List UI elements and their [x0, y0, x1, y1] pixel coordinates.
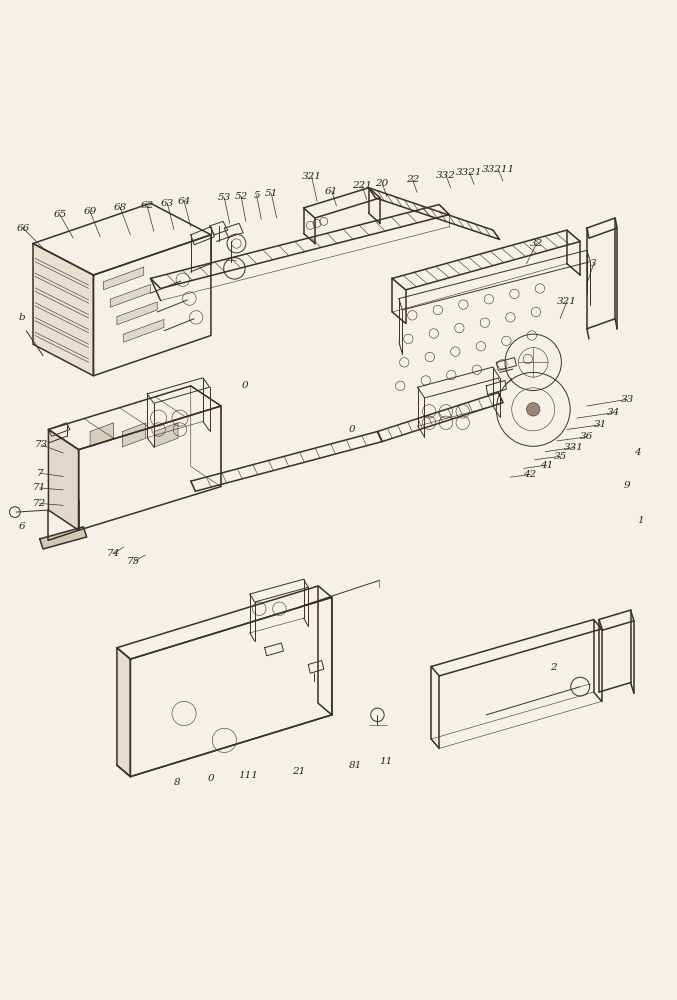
Text: 3: 3 — [590, 259, 597, 268]
Polygon shape — [93, 235, 211, 376]
Text: 65: 65 — [53, 210, 66, 219]
Text: 32: 32 — [530, 239, 543, 248]
Text: 20: 20 — [376, 179, 389, 188]
Polygon shape — [599, 610, 634, 630]
Polygon shape — [250, 579, 308, 602]
Text: 21: 21 — [292, 767, 305, 776]
Text: 2: 2 — [550, 663, 556, 672]
Polygon shape — [117, 586, 332, 659]
Polygon shape — [79, 406, 221, 530]
Text: 5: 5 — [253, 191, 260, 200]
Text: 62: 62 — [141, 201, 154, 210]
Text: 331: 331 — [563, 443, 584, 452]
Text: 73: 73 — [35, 440, 48, 449]
Text: 34: 34 — [607, 408, 620, 417]
Text: 0: 0 — [349, 425, 355, 434]
Text: 35: 35 — [554, 452, 567, 461]
Text: 221: 221 — [352, 181, 372, 190]
Polygon shape — [399, 250, 590, 310]
Text: 0: 0 — [208, 774, 214, 783]
Text: 51: 51 — [265, 189, 278, 198]
Polygon shape — [210, 221, 227, 235]
Polygon shape — [49, 386, 221, 450]
Text: 111: 111 — [238, 771, 258, 780]
Polygon shape — [191, 386, 221, 487]
Polygon shape — [49, 429, 79, 530]
Text: 71: 71 — [33, 483, 46, 492]
Text: 42: 42 — [523, 470, 536, 479]
Polygon shape — [131, 597, 332, 777]
Text: 321: 321 — [557, 297, 577, 306]
Text: 8: 8 — [174, 778, 181, 787]
Polygon shape — [117, 302, 157, 325]
Text: 63: 63 — [160, 199, 174, 208]
Text: 53: 53 — [218, 193, 231, 202]
Text: b: b — [18, 313, 25, 322]
Polygon shape — [431, 620, 602, 676]
Polygon shape — [418, 367, 500, 398]
Text: 31: 31 — [594, 420, 607, 429]
Text: 22: 22 — [406, 175, 419, 184]
Polygon shape — [117, 648, 131, 777]
Text: 36: 36 — [580, 432, 594, 441]
Polygon shape — [486, 380, 506, 395]
Polygon shape — [303, 188, 380, 218]
Polygon shape — [110, 284, 150, 307]
Polygon shape — [392, 230, 580, 290]
Polygon shape — [33, 244, 93, 376]
Polygon shape — [369, 188, 500, 239]
Text: 72: 72 — [33, 499, 46, 508]
Text: 41: 41 — [540, 461, 553, 470]
Polygon shape — [496, 358, 517, 370]
Text: 75: 75 — [127, 557, 140, 566]
Text: 3321: 3321 — [456, 168, 483, 177]
Text: 66: 66 — [16, 224, 30, 233]
Text: 74: 74 — [107, 549, 121, 558]
Text: 1: 1 — [637, 516, 644, 525]
Text: 61: 61 — [325, 187, 338, 196]
Text: 11: 11 — [379, 757, 392, 766]
Polygon shape — [104, 267, 144, 290]
Polygon shape — [40, 527, 87, 549]
Polygon shape — [265, 643, 284, 656]
Polygon shape — [123, 423, 146, 447]
Text: 68: 68 — [114, 203, 127, 212]
Polygon shape — [90, 423, 114, 447]
Text: 69: 69 — [83, 207, 97, 216]
Polygon shape — [33, 203, 211, 275]
Text: 64: 64 — [177, 197, 191, 206]
Text: 0: 0 — [241, 381, 248, 390]
Text: 9: 9 — [624, 481, 630, 490]
Text: 7: 7 — [37, 469, 43, 478]
Text: 81: 81 — [349, 761, 362, 770]
Text: 52: 52 — [234, 192, 248, 201]
Text: 332: 332 — [436, 171, 456, 180]
Polygon shape — [308, 660, 324, 673]
Polygon shape — [124, 319, 164, 342]
Polygon shape — [147, 378, 210, 403]
Polygon shape — [191, 432, 382, 491]
Text: 321: 321 — [302, 172, 322, 181]
Text: 33211: 33211 — [482, 165, 515, 174]
Text: 33: 33 — [621, 395, 634, 404]
Circle shape — [527, 403, 540, 416]
Polygon shape — [150, 205, 450, 288]
Polygon shape — [154, 423, 178, 447]
Polygon shape — [378, 393, 503, 442]
Text: 4: 4 — [634, 448, 640, 457]
Polygon shape — [191, 227, 215, 245]
Polygon shape — [224, 223, 243, 237]
Polygon shape — [587, 218, 617, 238]
Text: 6: 6 — [18, 522, 25, 531]
Polygon shape — [49, 423, 70, 436]
